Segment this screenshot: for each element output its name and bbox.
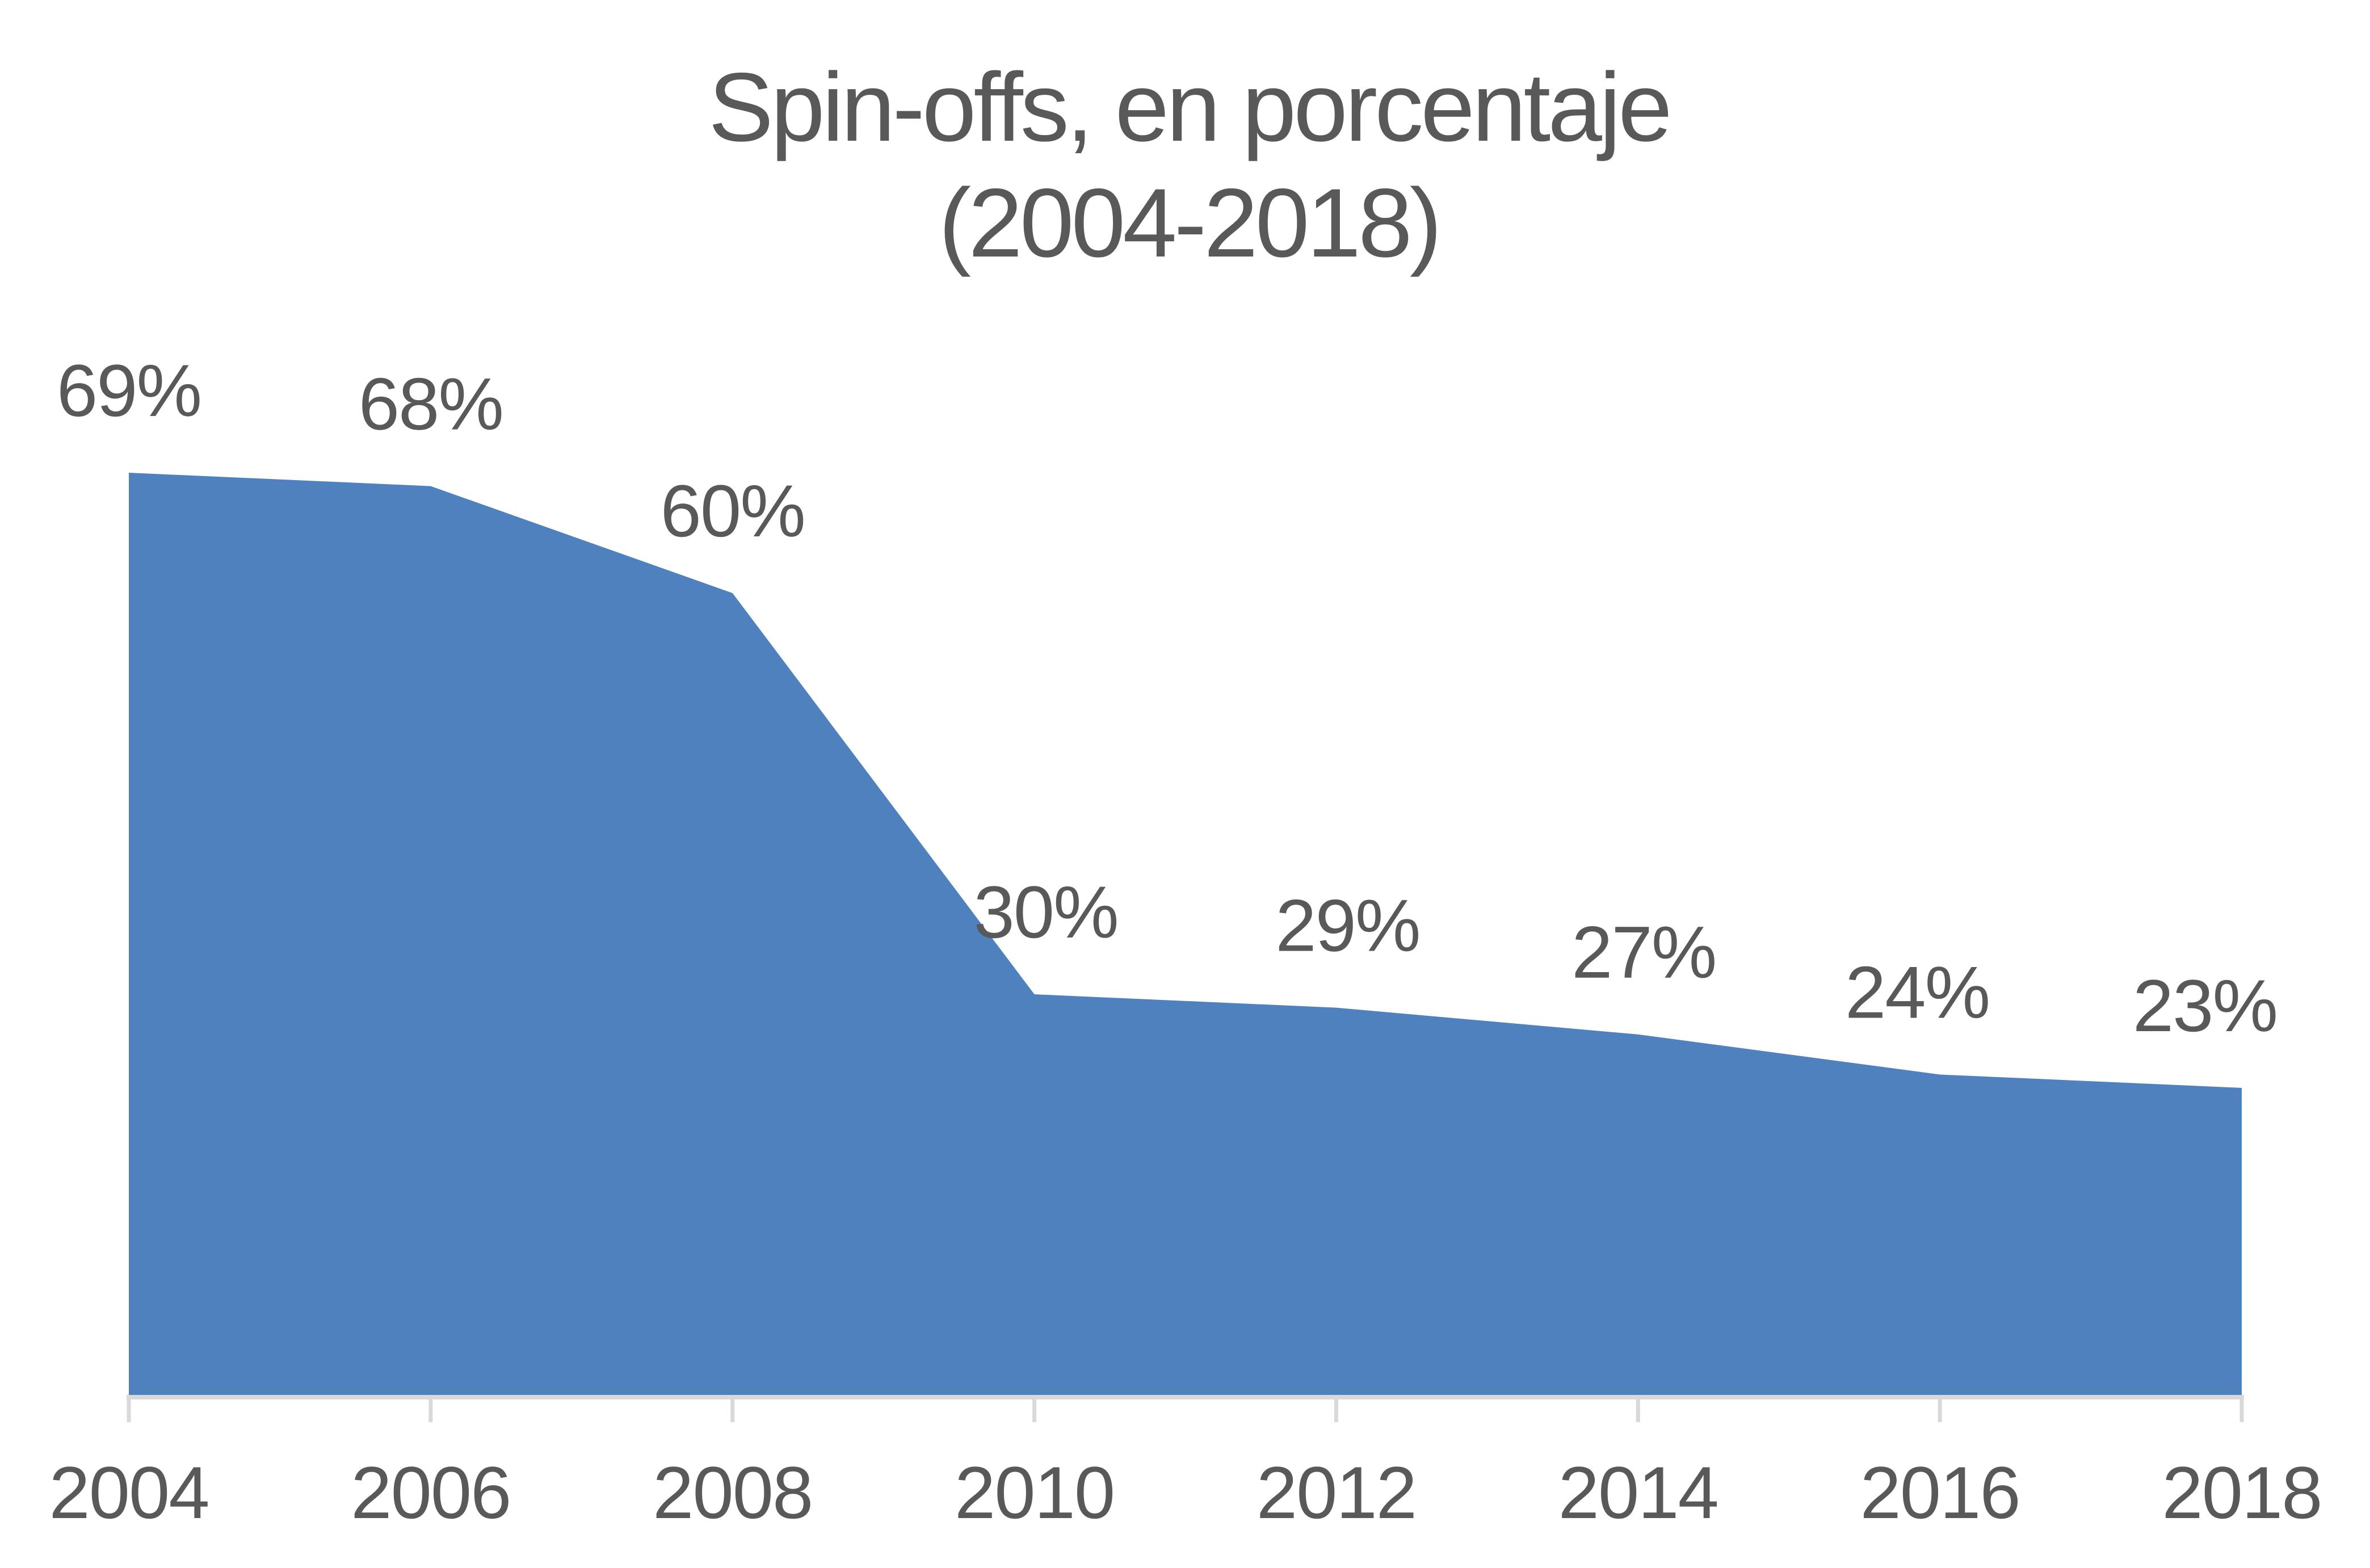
x-axis-group: 2004 2006 2008 2010 2012 2014 2016 2018 <box>49 1395 2323 1534</box>
x-axis-label: 2006 <box>351 1451 510 1534</box>
x-axis-tick <box>127 1395 131 1422</box>
x-axis-label: 2008 <box>653 1451 812 1534</box>
x-axis-label: 2012 <box>1257 1451 1416 1534</box>
data-label: 30% <box>973 871 1117 953</box>
x-axis-line <box>127 1395 2244 1399</box>
data-label: 23% <box>2133 964 2277 1047</box>
data-label: 68% <box>359 363 503 445</box>
x-axis-tick <box>2239 1395 2244 1422</box>
x-axis-tick <box>1032 1395 1037 1422</box>
x-axis-tick <box>1636 1395 1640 1422</box>
x-axis-tick <box>730 1395 735 1422</box>
x-axis-label: 2010 <box>955 1451 1114 1534</box>
data-label: 29% <box>1275 884 1419 967</box>
data-labels-group: 69% 68% 60% 30% 29% 27% 24% 23% <box>57 349 2278 1047</box>
data-label: 60% <box>661 469 805 552</box>
x-axis-label: 2018 <box>2162 1451 2321 1534</box>
x-axis-label: 2004 <box>49 1451 208 1534</box>
data-label: 69% <box>57 349 201 432</box>
area-series-group <box>129 473 2242 1396</box>
x-axis-label: 2014 <box>1558 1451 1718 1534</box>
chart-title-line-1: Spin-offs, en porcentaje <box>708 53 1670 162</box>
x-axis-label: 2016 <box>1860 1451 2020 1534</box>
data-label: 24% <box>1845 951 1989 1033</box>
x-axis-tick <box>1938 1395 1942 1422</box>
area-shape <box>129 473 2242 1396</box>
data-label: 27% <box>1571 911 1716 994</box>
chart-title-line-2: (2004-2018) <box>939 169 1439 278</box>
x-axis-tick <box>1334 1395 1338 1422</box>
x-axis-tick <box>428 1395 433 1422</box>
